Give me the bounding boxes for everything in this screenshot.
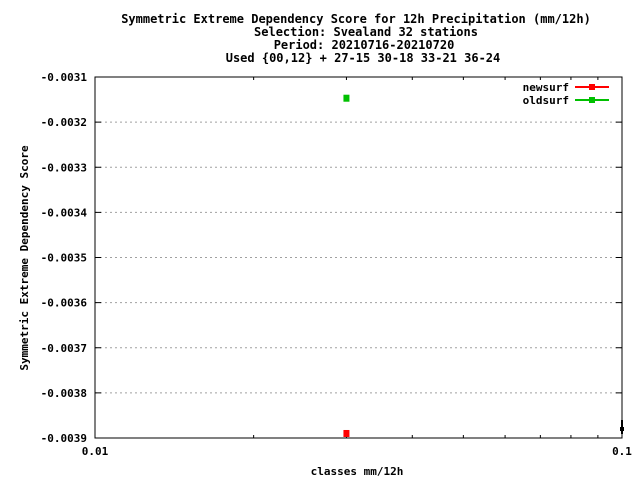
grid (95, 121, 622, 394)
axis-end-marker (620, 427, 624, 431)
x-tick-label: 0.1 (612, 445, 632, 458)
legend-marker-oldsurf (589, 97, 595, 103)
y-tick-label: -0.0031 (41, 71, 88, 84)
legend-label-oldsurf: oldsurf (523, 94, 569, 107)
plot-frame (94, 76, 623, 439)
point-newsurf (343, 429, 350, 437)
x-tick-label: 0.01 (82, 445, 109, 458)
chart-title-line-1: Symmetric Extreme Dependency Score for 1… (121, 12, 591, 26)
point-oldsurf (343, 94, 350, 102)
y-tick-label: -0.0038 (41, 387, 87, 400)
legend-label-newsurf: newsurf (523, 81, 569, 94)
y-tick-label: -0.0036 (41, 297, 88, 310)
y-tick-label: -0.0035 (41, 252, 87, 265)
y-tick-label: -0.0033 (41, 161, 87, 174)
x-axis-label: classes mm/12h (311, 465, 404, 478)
chart-title-line-3: Period: 20210716-20210720 (274, 38, 455, 52)
legend: newsurf oldsurf (523, 81, 609, 107)
y-axis-label: Symmetric Extreme Dependency Score (18, 145, 31, 371)
chart-title-line-4: Used {00,12} + 27-15 30-18 33-21 36-24 (226, 51, 501, 65)
axis-ticks: -0.0031 -0.0032 -0.0033 -0.0034 -0.0035 -0.00… (41, 71, 633, 458)
y-tick-label: -0.0037 (41, 342, 87, 355)
legend-marker-newsurf (589, 84, 595, 90)
y-tick-label: -0.0032 (41, 116, 87, 129)
data-marks (343, 94, 350, 437)
chart-title-line-2: Selection: Svealand 32 stations (254, 25, 478, 39)
y-tick-label: -0.0039 (41, 432, 87, 445)
y-tick-label: -0.0034 (41, 206, 88, 219)
